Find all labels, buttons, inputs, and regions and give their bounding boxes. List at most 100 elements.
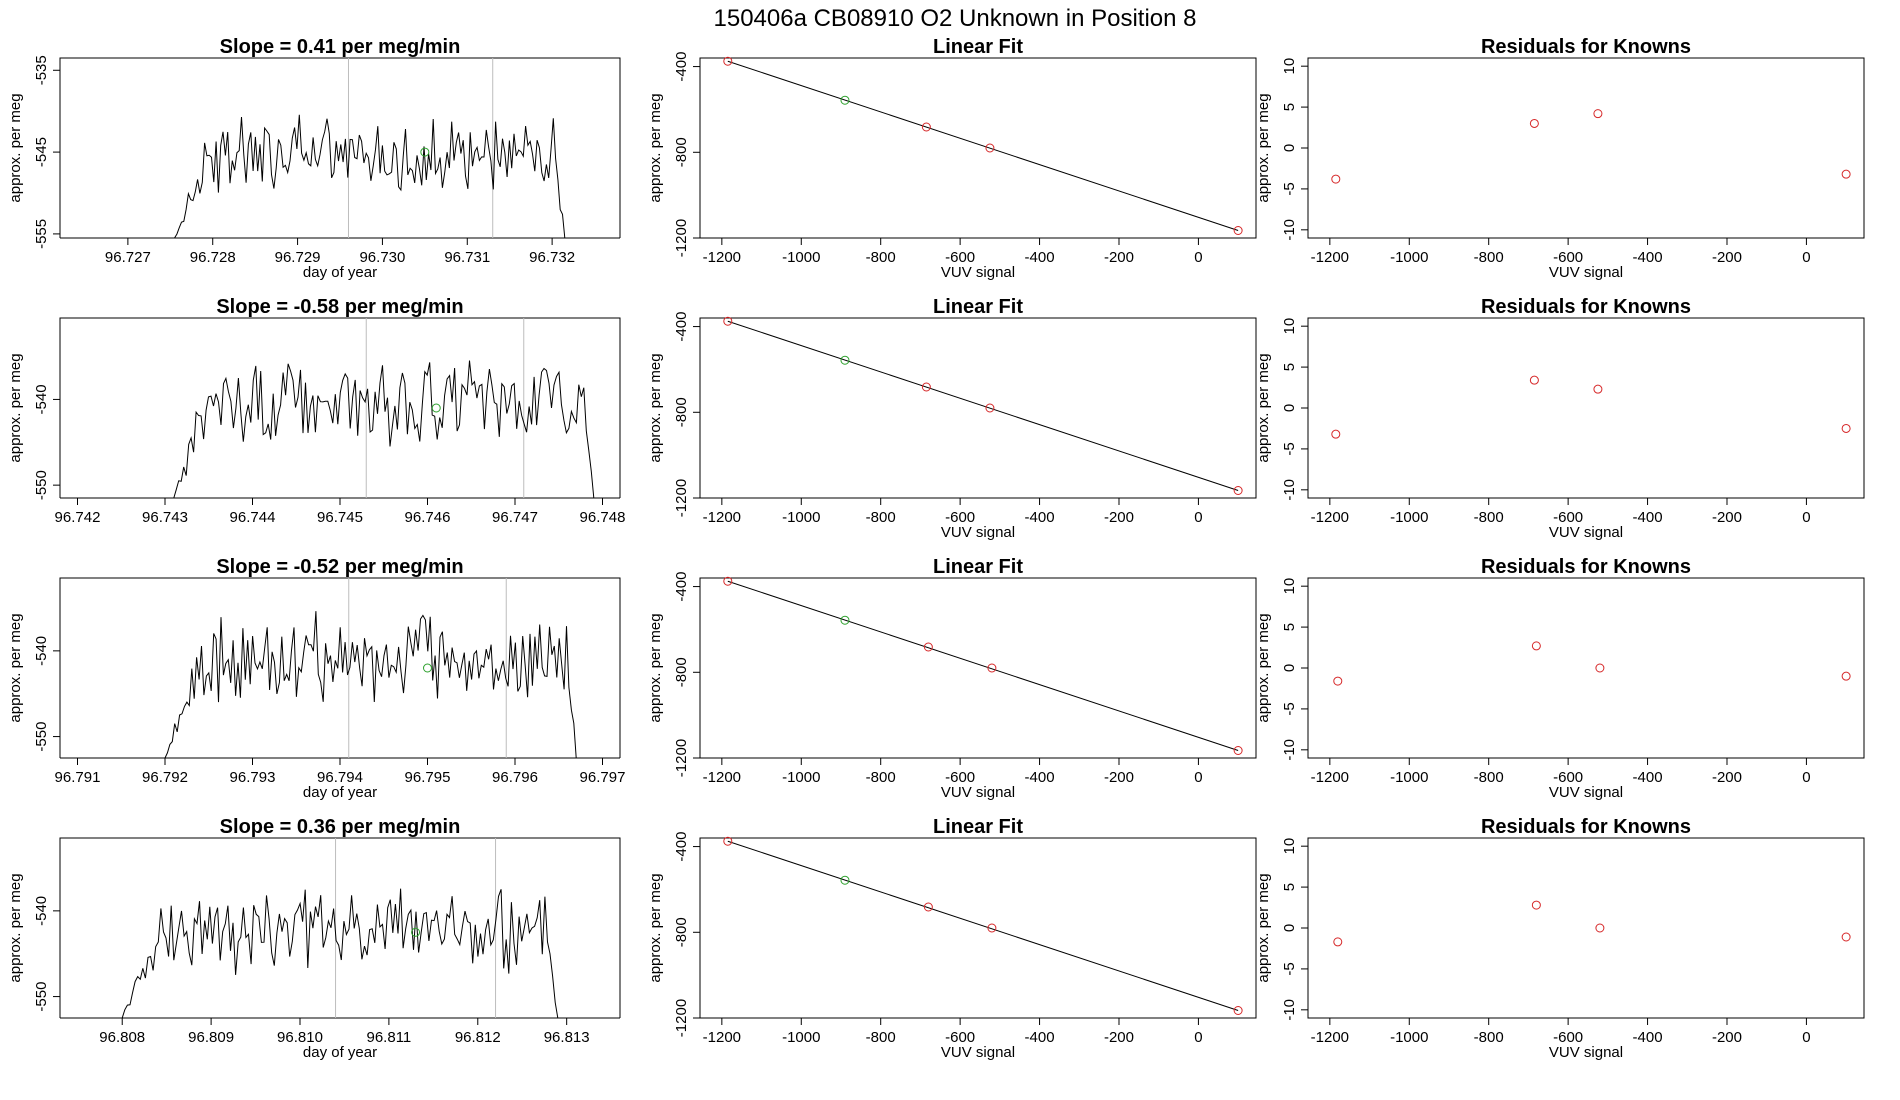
- x-tick-label: -1200: [703, 249, 741, 266]
- x-axis-label: VUV signal: [941, 784, 1015, 801]
- panel-title: Slope = 0.36 per meg/min: [220, 816, 461, 838]
- y-tick-label: -545: [33, 137, 50, 167]
- x-tick-label: 96.742: [55, 509, 101, 526]
- x-tick-label: -800: [1474, 769, 1504, 786]
- x-tick-label: -400: [1633, 509, 1663, 526]
- panel-title: Slope = -0.52 per meg/min: [216, 556, 463, 578]
- x-tick-label: 0: [1194, 509, 1202, 526]
- x-tick-label: -1000: [782, 509, 820, 526]
- panel-4: Slope = -0.58 per meg/min 96.742 96.743 96.…: [7, 296, 625, 526]
- unknown-point: [431, 403, 441, 413]
- known-point: [1233, 226, 1243, 235]
- x-tick-label: 96.730: [359, 249, 405, 266]
- x-tick-label: -1200: [703, 769, 741, 786]
- x-tick-label: -800: [866, 509, 896, 526]
- x-tick-label: -600: [945, 769, 975, 786]
- y-tick-label: -1200: [673, 219, 690, 257]
- known-point: [1841, 169, 1851, 179]
- y-tick-label: -800: [673, 137, 690, 167]
- panels-container: Slope = 0.41 per meg/min 96.727 96.728 96.7…: [7, 36, 1865, 1061]
- y-tick-label: -1200: [673, 999, 690, 1037]
- known-point: [987, 923, 997, 933]
- y-tick-label: -5: [1281, 702, 1298, 715]
- y-axis-label: approx. per meg: [1255, 353, 1272, 462]
- x-axis-label: day of year: [303, 784, 377, 801]
- x-tick-label: 96.796: [492, 769, 538, 786]
- y-tick-label: -550: [33, 722, 50, 752]
- y-axis-label: approx. per meg: [1255, 613, 1272, 722]
- y-tick-label: -400: [673, 52, 690, 82]
- y-tick-label: -800: [673, 657, 690, 687]
- panel-10: Slope = 0.36 per meg/min 96.808 96.809 96.8…: [7, 816, 621, 1061]
- panel-12: Residuals for Knowns-1200 -1000 -800 -600 -4…: [1255, 816, 1865, 1061]
- y-tick-label: -400: [673, 832, 690, 862]
- x-tick-label: 96.729: [275, 249, 321, 266]
- x-tick-label: -400: [1025, 249, 1055, 266]
- plot-frame: [59, 577, 621, 758]
- y-tick-label: 0: [1281, 924, 1298, 932]
- x-tick-label: 96.748: [580, 509, 626, 526]
- y-tick-label: -5: [1281, 442, 1298, 455]
- y-tick-label: -10: [1281, 479, 1298, 501]
- x-tick-label: -400: [1633, 249, 1663, 266]
- known-point: [1593, 384, 1603, 394]
- plot-frame: [699, 577, 1257, 759]
- y-axis-label: approx. per meg: [7, 353, 24, 462]
- known-point: [923, 642, 933, 652]
- series-line: [121, 888, 559, 1019]
- y-tick-label: -540: [33, 384, 50, 414]
- x-axis-label: VUV signal: [1549, 264, 1623, 281]
- x-tick-label: -600: [1553, 769, 1583, 786]
- x-axis-label: day of year: [303, 1044, 377, 1061]
- plot-frame: [1307, 577, 1865, 759]
- x-tick-label: -600: [1553, 1029, 1583, 1046]
- x-tick-label: -200: [1712, 769, 1742, 786]
- plot-frame: [59, 317, 621, 498]
- plot-frame: [699, 57, 1257, 239]
- x-tick-label: -600: [945, 249, 975, 266]
- x-tick-label: 96.795: [405, 769, 451, 786]
- x-tick-label: -1200: [1311, 1029, 1349, 1046]
- y-axis-label: approx. per meg: [647, 353, 664, 462]
- unknown-point: [423, 663, 432, 673]
- x-tick-label: 0: [1802, 249, 1810, 266]
- unknown-point: [420, 147, 430, 157]
- y-tick-label: -5: [1281, 182, 1298, 195]
- known-point: [1331, 429, 1341, 439]
- y-tick-label: 10: [1281, 58, 1298, 75]
- x-tick-label: 96.747: [492, 509, 538, 526]
- x-tick-label: 96.794: [317, 769, 363, 786]
- x-tick-label: -600: [945, 1029, 975, 1046]
- x-tick-label: -1200: [1311, 509, 1349, 526]
- panel-title: Linear Fit: [933, 296, 1023, 318]
- unknown-point: [840, 615, 850, 625]
- y-axis-label: approx. per meg: [7, 613, 24, 722]
- y-tick-label: 10: [1281, 318, 1298, 335]
- panel-3: Residuals for Knowns-1200 -1000 -800 -600 -4…: [1255, 36, 1865, 281]
- y-tick-label: -10: [1281, 999, 1298, 1021]
- x-tick-label: 96.812: [455, 1029, 501, 1046]
- y-axis-label: approx. per meg: [1255, 873, 1272, 982]
- x-tick-label: 96.744: [230, 509, 276, 526]
- known-point: [987, 663, 997, 673]
- x-axis-label: VUV signal: [941, 524, 1015, 541]
- plot-frame: [699, 837, 1257, 1019]
- x-tick-label: -200: [1104, 509, 1134, 526]
- panel-title: Residuals for Knowns: [1481, 296, 1691, 318]
- series-line: [174, 114, 566, 239]
- y-tick-label: 0: [1281, 144, 1298, 152]
- plot-frame: [59, 837, 621, 1018]
- y-tick-label: -1200: [673, 739, 690, 777]
- x-axis-label: day of year: [303, 264, 377, 281]
- known-point: [1841, 423, 1851, 433]
- known-point: [1595, 663, 1605, 673]
- x-tick-label: 96.791: [55, 769, 101, 786]
- panel-6: Residuals for Knowns-1200 -1000 -800 -600 -4…: [1255, 296, 1865, 541]
- x-tick-label: -200: [1104, 249, 1134, 266]
- y-tick-label: -400: [673, 312, 690, 342]
- known-point: [985, 403, 995, 413]
- fit-line: [727, 320, 1239, 491]
- y-tick-label: -400: [673, 572, 690, 602]
- x-tick-label: -1200: [1311, 249, 1349, 266]
